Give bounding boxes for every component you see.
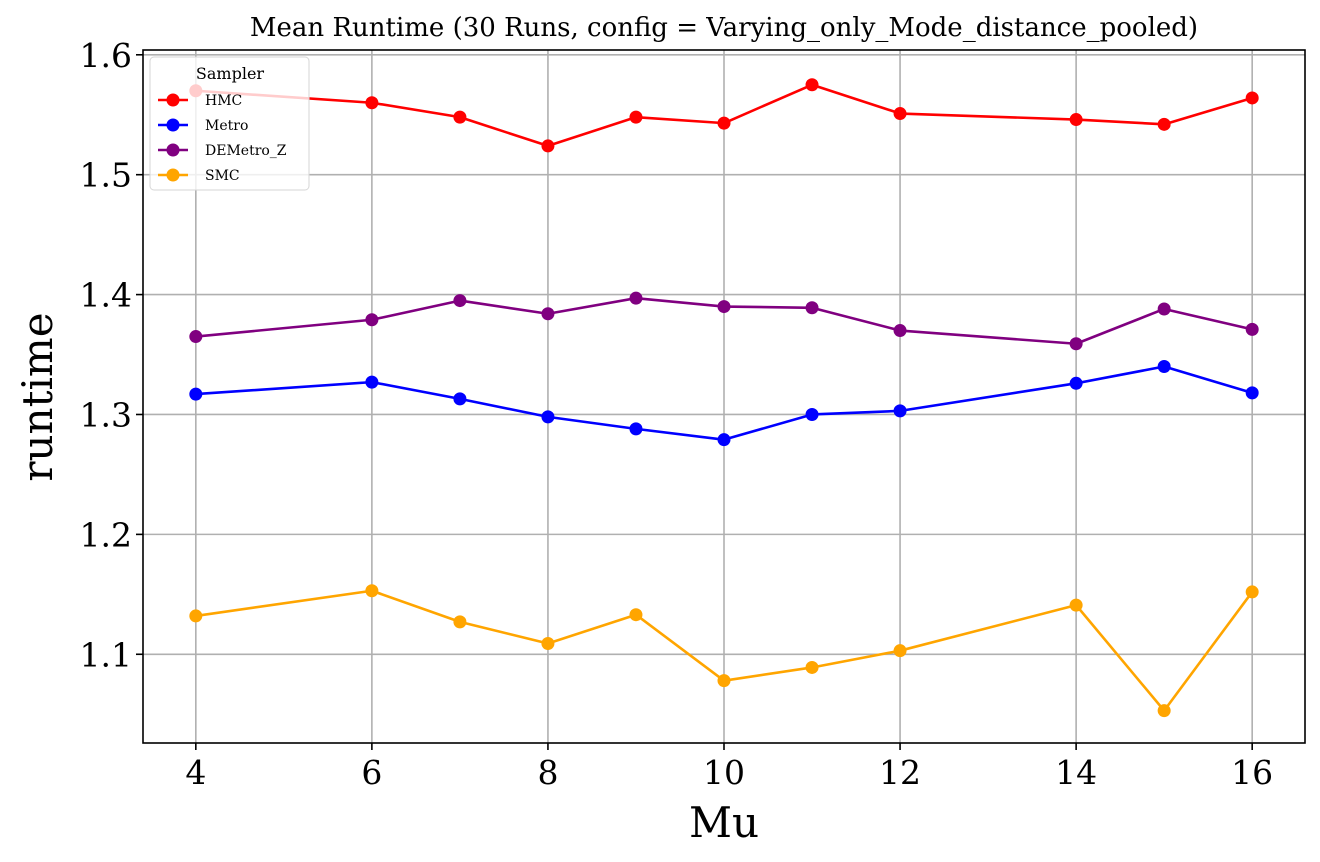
data-point-smc <box>629 608 643 622</box>
data-point-smc <box>189 609 203 623</box>
data-point-metro <box>541 410 555 424</box>
series-metro <box>189 360 1259 447</box>
data-point-hmc <box>1069 113 1083 127</box>
data-point-demetro-z <box>453 294 467 308</box>
y-tick-label: 1.1 <box>80 635 132 674</box>
data-point-metro <box>365 375 379 389</box>
data-point-hmc <box>629 110 643 124</box>
legend-label-metro: Metro <box>205 118 248 134</box>
legend-marker-smc <box>166 168 180 182</box>
data-point-demetro-z <box>365 313 379 327</box>
data-point-metro <box>1245 386 1259 400</box>
data-point-smc <box>365 584 379 598</box>
series-demetro-z <box>189 291 1259 351</box>
data-point-demetro-z <box>1069 337 1083 351</box>
y-axis-label: runtime <box>13 312 62 481</box>
series-hmc <box>189 78 1259 153</box>
legend-marker-demetro-z <box>166 143 180 157</box>
x-tick-label: 10 <box>703 753 745 792</box>
x-tick-label: 4 <box>185 753 206 792</box>
data-point-smc <box>541 636 555 650</box>
data-point-metro <box>629 422 643 436</box>
x-tick-label: 6 <box>361 753 382 792</box>
data-point-demetro-z <box>541 307 555 321</box>
data-point-smc <box>453 615 467 629</box>
grid-layer <box>143 50 1305 743</box>
series-layer <box>189 78 1259 718</box>
data-point-metro <box>893 404 907 418</box>
data-point-metro <box>453 392 467 406</box>
data-point-smc <box>805 660 819 674</box>
legend-box <box>149 56 310 191</box>
data-point-hmc <box>893 107 907 121</box>
tick-layer: 4 6 8 10 12 14 16 1.1 1.2 1.3 1.4 1.5 1.6 <box>80 36 1274 792</box>
x-tick-label: 12 <box>879 753 921 792</box>
data-point-smc <box>1069 598 1083 612</box>
y-tick-label: 1.3 <box>80 395 132 434</box>
data-point-metro <box>1069 376 1083 390</box>
legend-label-hmc: HMC <box>205 93 242 109</box>
data-point-demetro-z <box>717 300 731 314</box>
y-tick-label: 1.4 <box>80 276 132 315</box>
data-point-hmc <box>1157 117 1171 131</box>
data-point-smc <box>1245 585 1259 599</box>
x-tick-label: 14 <box>1055 753 1097 792</box>
data-point-metro <box>717 433 731 447</box>
data-point-smc <box>893 644 907 658</box>
data-point-metro <box>805 407 819 421</box>
data-point-demetro-z <box>189 330 203 344</box>
series-smc <box>189 584 1259 718</box>
data-point-smc <box>1157 704 1171 718</box>
x-tick-label: 16 <box>1231 753 1273 792</box>
legend-title: Sampler <box>196 64 265 83</box>
legend-marker-hmc <box>166 93 180 107</box>
chart-title: Mean Runtime (30 Runs, config = Varying_… <box>250 13 1198 43</box>
data-point-demetro-z <box>1245 322 1259 336</box>
legend: Sampler HMC Metro DEMetro_Z SMC <box>149 56 310 191</box>
y-tick-label: 1.6 <box>80 36 132 75</box>
data-point-smc <box>717 674 731 688</box>
data-point-hmc <box>541 139 555 153</box>
data-point-hmc <box>1245 91 1259 105</box>
y-tick-label: 1.2 <box>80 515 132 554</box>
data-point-metro <box>189 387 203 401</box>
data-point-metro <box>1157 360 1171 374</box>
data-point-demetro-z <box>893 324 907 338</box>
data-point-demetro-z <box>805 301 819 315</box>
y-tick-label: 1.5 <box>80 156 132 195</box>
data-point-demetro-z <box>1157 302 1171 316</box>
data-point-hmc <box>365 96 379 110</box>
legend-label-demetro-z: DEMetro_Z <box>205 143 287 159</box>
data-point-hmc <box>717 116 731 130</box>
data-point-demetro-z <box>629 291 643 305</box>
data-point-hmc <box>805 78 819 92</box>
legend-label-smc: SMC <box>205 168 240 184</box>
x-tick-label: 8 <box>537 753 558 792</box>
x-axis-label: Mu <box>689 798 759 847</box>
data-point-hmc <box>453 110 467 124</box>
legend-marker-metro <box>166 118 180 132</box>
